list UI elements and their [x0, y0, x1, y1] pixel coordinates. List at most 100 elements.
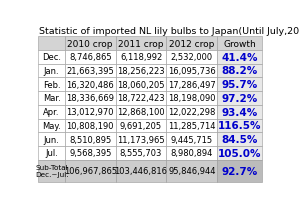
- Text: 93.4%: 93.4%: [222, 107, 258, 117]
- Text: 9,568,395: 9,568,395: [69, 149, 111, 158]
- Bar: [38, 51, 65, 64]
- Text: 2012 crop: 2012 crop: [169, 39, 214, 48]
- Text: Growth: Growth: [224, 39, 256, 48]
- Bar: [65, 105, 116, 119]
- Bar: [65, 119, 116, 133]
- Bar: [217, 92, 262, 105]
- Bar: [217, 37, 262, 51]
- Bar: [38, 37, 65, 51]
- Bar: [217, 133, 262, 146]
- Text: Jul.: Jul.: [45, 149, 58, 158]
- Text: 116.5%: 116.5%: [218, 121, 262, 131]
- Text: 6,118,992: 6,118,992: [120, 53, 162, 62]
- Text: 10,808,190: 10,808,190: [67, 121, 114, 130]
- Text: 8,555,703: 8,555,703: [120, 149, 162, 158]
- Text: 2010 crop: 2010 crop: [68, 39, 113, 48]
- Bar: [116, 105, 166, 119]
- Bar: [116, 64, 166, 78]
- Bar: [65, 78, 116, 92]
- Text: 103,446,816: 103,446,816: [115, 166, 167, 175]
- Text: 2,532,000: 2,532,000: [171, 53, 213, 62]
- Text: 95.7%: 95.7%: [222, 80, 258, 90]
- Text: 8,746,865: 8,746,865: [69, 53, 112, 62]
- Text: 8,980,894: 8,980,894: [171, 149, 213, 158]
- Text: 16,320,486: 16,320,486: [66, 80, 114, 89]
- Bar: [217, 160, 262, 182]
- Bar: [217, 105, 262, 119]
- Bar: [65, 37, 116, 51]
- Bar: [167, 133, 217, 146]
- Bar: [65, 51, 116, 64]
- Bar: [116, 37, 166, 51]
- Text: 95,846,944: 95,846,944: [168, 166, 216, 175]
- Bar: [167, 51, 217, 64]
- Text: 9,445,715: 9,445,715: [171, 135, 213, 144]
- Bar: [38, 64, 65, 78]
- Text: 41.4%: 41.4%: [221, 53, 258, 62]
- Text: Sub-Total
Dec.~Jul.: Sub-Total Dec.~Jul.: [35, 164, 68, 177]
- Text: Apr.: Apr.: [43, 108, 60, 117]
- Bar: [38, 78, 65, 92]
- Bar: [167, 37, 217, 51]
- Text: 18,722,423: 18,722,423: [117, 94, 165, 103]
- Text: 2011 crop: 2011 crop: [118, 39, 164, 48]
- Bar: [167, 78, 217, 92]
- Bar: [217, 78, 262, 92]
- Bar: [167, 64, 217, 78]
- Bar: [65, 146, 116, 160]
- Bar: [217, 64, 262, 78]
- Bar: [167, 119, 217, 133]
- Text: 8,510,895: 8,510,895: [69, 135, 111, 144]
- Bar: [217, 119, 262, 133]
- Bar: [65, 133, 116, 146]
- Bar: [38, 146, 65, 160]
- Text: 18,336,669: 18,336,669: [66, 94, 114, 103]
- Bar: [167, 146, 217, 160]
- Bar: [116, 51, 166, 64]
- Text: 18,198,090: 18,198,090: [168, 94, 216, 103]
- Text: Feb.: Feb.: [43, 80, 60, 89]
- Text: 97.2%: 97.2%: [222, 94, 258, 103]
- Bar: [65, 160, 116, 182]
- Text: 11,285,714: 11,285,714: [168, 121, 216, 130]
- Text: May.: May.: [42, 121, 61, 130]
- Bar: [38, 133, 65, 146]
- Text: Mar.: Mar.: [43, 94, 60, 103]
- Bar: [38, 119, 65, 133]
- Bar: [217, 51, 262, 64]
- Bar: [38, 160, 65, 182]
- Text: 84.5%: 84.5%: [222, 135, 258, 144]
- Text: 11,173,965: 11,173,965: [117, 135, 165, 144]
- Bar: [116, 92, 166, 105]
- Text: 88.2%: 88.2%: [222, 66, 258, 76]
- Bar: [167, 105, 217, 119]
- Text: 106,967,865: 106,967,865: [64, 166, 117, 175]
- Bar: [167, 160, 217, 182]
- Text: Dec.: Dec.: [42, 53, 61, 62]
- Bar: [116, 133, 166, 146]
- Text: Statistic of imported NL lily bulbs to Japan(Until July,2013): Statistic of imported NL lily bulbs to J…: [39, 26, 300, 35]
- Text: 21,663,395: 21,663,395: [66, 67, 114, 76]
- Text: Jan.: Jan.: [44, 67, 59, 76]
- Bar: [167, 92, 217, 105]
- Bar: [116, 78, 166, 92]
- Text: 16,095,736: 16,095,736: [168, 67, 216, 76]
- Text: 18,256,223: 18,256,223: [117, 67, 165, 76]
- Bar: [217, 146, 262, 160]
- Text: 12,022,298: 12,022,298: [168, 108, 215, 117]
- Text: 13,012,970: 13,012,970: [67, 108, 114, 117]
- Text: 105.0%: 105.0%: [218, 148, 262, 158]
- Text: 12,868,100: 12,868,100: [117, 108, 165, 117]
- Bar: [65, 92, 116, 105]
- Bar: [116, 160, 166, 182]
- Text: 9,691,205: 9,691,205: [120, 121, 162, 130]
- Bar: [65, 64, 116, 78]
- Text: 92.7%: 92.7%: [222, 166, 258, 176]
- Bar: [38, 105, 65, 119]
- Text: 17,286,497: 17,286,497: [168, 80, 216, 89]
- Bar: [116, 119, 166, 133]
- Text: 18,060,205: 18,060,205: [117, 80, 165, 89]
- Bar: [38, 92, 65, 105]
- Bar: [116, 146, 166, 160]
- Text: Jun.: Jun.: [44, 135, 59, 144]
